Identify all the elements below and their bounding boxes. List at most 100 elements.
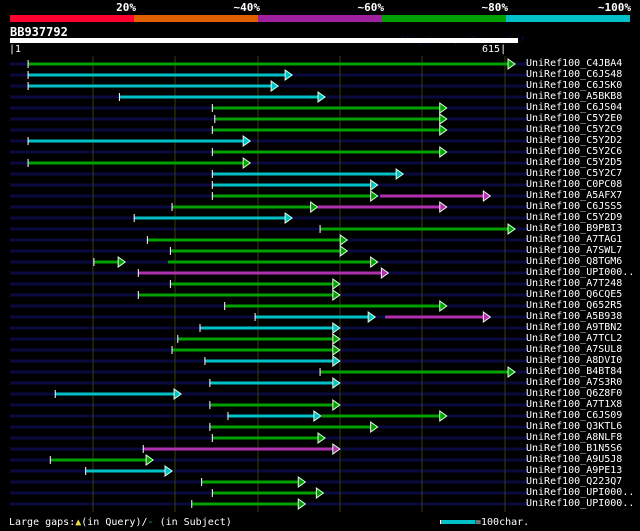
hit-arrow-icon <box>317 91 326 103</box>
hit-arrow-icon <box>332 355 341 367</box>
hit-label[interactable]: UniRef100_Q3KTL6 <box>526 421 623 432</box>
scale-bar-icon <box>440 520 475 524</box>
hit-arrow-icon <box>507 366 516 378</box>
hit-label[interactable]: UniRef100_A5AFX7 <box>526 190 623 201</box>
hit-arrow-icon <box>332 443 341 455</box>
hit-arrow-icon <box>370 256 379 268</box>
hit-label[interactable]: UniRef100_A7SUL8 <box>526 344 623 355</box>
hit-label[interactable]: UniRef100_A7T248 <box>526 278 623 289</box>
hit-arrow-icon <box>332 344 341 356</box>
hit-arrow-icon <box>482 190 492 202</box>
hit-label[interactable]: UniRef100_Q6CQE5 <box>526 289 623 300</box>
hit-label[interactable]: UniRef100_B4BT84 <box>526 366 623 377</box>
hit-label[interactable]: UniRef100_A7S3R0 <box>526 377 623 388</box>
hit-label[interactable]: UniRef100_A8NLF8 <box>526 432 623 443</box>
hit-label[interactable]: UniRef100_B9PBI3 <box>526 223 623 234</box>
hit-label[interactable]: UniRef100_C6JSK0 <box>526 80 623 91</box>
legend-prefix: Large gaps: <box>9 517 76 528</box>
hit-arrow-icon <box>439 201 448 213</box>
hit-label[interactable]: UniRef100_C6JS09 <box>526 410 623 421</box>
hit-arrow-icon <box>439 102 448 114</box>
hit-arrow-icon <box>297 498 307 510</box>
hit-label[interactable]: UniRef100_C6JSS5 <box>526 201 623 212</box>
identity-label-20: 20% <box>116 1 136 14</box>
hit-arrow-icon <box>370 421 379 433</box>
hit-arrow-icon <box>332 289 341 301</box>
identity-segment-80 <box>382 15 506 22</box>
identity-label-60: ~60% <box>357 1 385 14</box>
hit-label[interactable]: UniRef100_Q8TGM6 <box>526 256 623 267</box>
hit-label[interactable]: UniRef100_C5Y2D5 <box>526 157 623 168</box>
hit-arrow-icon <box>507 58 516 70</box>
hit-label[interactable]: UniRef100_Q6Z8F0 <box>526 388 623 399</box>
hit-label[interactable]: UniRef100_UPI000.. <box>526 498 635 509</box>
hit-label[interactable]: UniRef100_A9TBN2 <box>526 322 623 333</box>
hit-label[interactable]: UniRef100_UPI000.. <box>526 487 635 498</box>
hit-label[interactable]: UniRef100_A5BKB8 <box>526 91 623 102</box>
hit-label[interactable]: UniRef100_A7TAG1 <box>526 234 623 245</box>
hit-label[interactable]: UniRef100_Q652R5 <box>526 300 623 311</box>
hit-label[interactable]: UniRef100_Q223Q7 <box>526 476 623 487</box>
hit-arrow-icon <box>370 190 379 202</box>
query-start: |1 <box>9 44 22 55</box>
hit-arrow-icon <box>507 223 516 235</box>
hit-label[interactable]: UniRef100_A7SWL7 <box>526 245 623 256</box>
hit-label[interactable]: UniRef100_A7TCL2 <box>526 333 623 344</box>
hit-arrow-icon <box>173 388 182 400</box>
identity-label-40: ~40% <box>233 1 261 14</box>
hit-label[interactable]: UniRef100_C5Y2C6 <box>526 146 623 157</box>
hit-label[interactable]: UniRef100_A7T1X8 <box>526 399 623 410</box>
scale-text: =100char. <box>475 517 530 528</box>
hit-arrow-icon <box>310 201 319 213</box>
query-gap-icon: ▲ <box>75 517 82 528</box>
hit-arrow-icon <box>284 212 293 224</box>
hit-label[interactable]: UniRef100_C5Y2D2 <box>526 135 623 146</box>
hit-arrow-icon <box>439 300 448 312</box>
hit-label[interactable]: UniRef100_C5Y2C9 <box>526 124 623 135</box>
gap-legend: Large gaps:▲(in Query)/- (in Subject) <box>9 517 232 528</box>
hit-arrow-icon <box>332 322 341 334</box>
scale-legend: =100char. <box>440 517 529 528</box>
hit-label[interactable]: UniRef100_C6JS48 <box>526 69 623 80</box>
legend-subject: (in Subject) <box>159 517 232 528</box>
hit-label[interactable]: UniRef100_A9U5J8 <box>526 454 623 465</box>
hit-arrow-icon <box>482 311 492 323</box>
hit-label[interactable]: UniRef100_C0PC08 <box>526 179 623 190</box>
hit-label[interactable]: UniRef100_C5Y2C7 <box>526 168 623 179</box>
hit-arrow-icon <box>339 234 349 246</box>
hit-label[interactable]: UniRef100_A8DVI0 <box>526 355 623 366</box>
hit-label[interactable]: UniRef100_C6JS04 <box>526 102 623 113</box>
hit-arrow-icon <box>270 80 279 92</box>
hit-label[interactable]: UniRef100_B1N5S6 <box>526 443 623 454</box>
hit-label[interactable]: UniRef100_A5B938 <box>526 311 623 322</box>
hit-arrow-icon <box>313 410 322 422</box>
hit-label[interactable]: UniRef100_C5Y2D9 <box>526 212 623 223</box>
hit-label[interactable]: UniRef100_C4JBA4 <box>526 58 623 69</box>
hit-label[interactable]: UniRef100_UPI000.. <box>526 267 635 278</box>
hit-arrow-icon <box>145 454 154 466</box>
hit-arrow-icon <box>439 410 448 422</box>
hit-arrow-icon <box>164 465 173 477</box>
hit-label[interactable]: UniRef100_A9PE13 <box>526 465 623 476</box>
subject-gap-icon: - <box>147 517 154 528</box>
identity-label-100: ~100% <box>597 1 631 14</box>
query-bar <box>10 38 518 43</box>
hit-arrow-icon <box>380 267 390 279</box>
hit-arrow-icon <box>332 399 341 411</box>
hit-label[interactable]: UniRef100_C5Y2E0 <box>526 113 623 124</box>
hit-arrow-icon <box>297 476 307 488</box>
hit-arrow-icon <box>439 146 448 158</box>
hit-arrow-icon <box>332 278 341 290</box>
hit-arrow-icon <box>439 124 448 136</box>
hit-arrow-icon <box>242 157 252 169</box>
hit-arrow-icon <box>284 69 293 81</box>
identity-segment-40 <box>134 15 258 22</box>
query-end: 615| <box>482 44 507 55</box>
hit-arrow-icon <box>315 487 325 499</box>
hit-arrow-icon <box>370 179 379 191</box>
hit-arrow-icon <box>367 311 377 323</box>
query-name: BB937792 <box>10 25 68 39</box>
hit-arrow-icon <box>117 256 127 268</box>
hit-arrow-icon <box>332 333 341 345</box>
